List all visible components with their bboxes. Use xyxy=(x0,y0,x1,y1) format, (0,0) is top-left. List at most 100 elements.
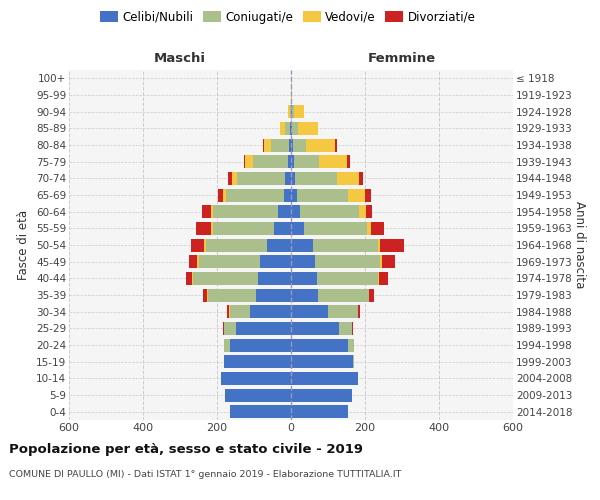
Bar xyxy=(291,105,292,118)
Bar xyxy=(317,288,368,302)
Bar xyxy=(382,255,395,268)
Bar xyxy=(253,155,288,168)
Bar xyxy=(250,305,291,318)
Bar xyxy=(211,222,214,235)
Bar xyxy=(207,288,208,302)
Bar xyxy=(204,238,206,252)
Bar xyxy=(221,372,291,385)
Bar xyxy=(291,222,304,235)
Bar xyxy=(291,372,358,385)
Bar xyxy=(238,172,286,185)
Bar xyxy=(197,255,199,268)
Bar xyxy=(291,405,349,418)
Bar xyxy=(287,105,290,118)
Bar xyxy=(300,205,359,218)
Bar xyxy=(193,272,258,285)
Bar xyxy=(258,272,291,285)
Bar xyxy=(196,222,211,235)
Bar xyxy=(267,238,291,252)
Bar xyxy=(214,222,274,235)
Bar xyxy=(378,272,379,285)
Bar xyxy=(223,322,224,335)
Bar xyxy=(244,155,245,168)
Bar xyxy=(218,188,223,202)
Bar xyxy=(370,288,374,302)
Bar xyxy=(369,288,370,302)
Bar xyxy=(292,105,293,118)
Bar xyxy=(293,105,304,118)
Text: Popolazione per età, sesso e stato civile - 2019: Popolazione per età, sesso e stato civil… xyxy=(9,442,363,456)
Bar xyxy=(202,205,211,218)
Bar xyxy=(284,188,291,202)
Bar xyxy=(291,305,328,318)
Bar xyxy=(380,255,382,268)
Bar xyxy=(289,138,291,151)
Bar xyxy=(367,222,371,235)
Bar xyxy=(280,122,285,135)
Bar xyxy=(290,122,291,135)
Bar xyxy=(291,122,292,135)
Bar xyxy=(349,338,354,351)
Legend: Celibi/Nubili, Coniugati/e, Vedovi/e, Divorziati/e: Celibi/Nubili, Coniugati/e, Vedovi/e, Di… xyxy=(95,6,481,28)
Bar xyxy=(291,388,352,402)
Y-axis label: Anni di nascita: Anni di nascita xyxy=(574,202,586,288)
Bar xyxy=(298,122,319,135)
Bar xyxy=(230,405,291,418)
Bar xyxy=(227,305,229,318)
Bar xyxy=(366,205,371,218)
Bar xyxy=(278,205,291,218)
Bar xyxy=(211,205,214,218)
Bar xyxy=(296,188,349,202)
Bar xyxy=(286,172,291,185)
Bar xyxy=(229,305,230,318)
Bar xyxy=(304,222,367,235)
Bar xyxy=(186,272,192,285)
Bar xyxy=(371,222,384,235)
Bar xyxy=(232,172,238,185)
Bar xyxy=(378,238,380,252)
Bar xyxy=(352,322,353,335)
Y-axis label: Fasce di età: Fasce di età xyxy=(17,210,31,280)
Bar xyxy=(189,255,197,268)
Bar xyxy=(263,138,264,151)
Bar xyxy=(293,155,319,168)
Bar xyxy=(293,138,306,151)
Bar xyxy=(291,338,349,351)
Bar xyxy=(224,338,230,351)
Bar xyxy=(291,355,353,368)
Bar xyxy=(224,322,235,335)
Bar xyxy=(347,155,350,168)
Bar xyxy=(291,322,339,335)
Bar xyxy=(291,138,293,151)
Bar xyxy=(271,138,289,151)
Bar xyxy=(225,388,291,402)
Bar xyxy=(264,138,271,151)
Bar xyxy=(291,288,317,302)
Bar xyxy=(359,205,366,218)
Bar xyxy=(235,322,291,335)
Bar xyxy=(208,288,256,302)
Bar xyxy=(230,305,250,318)
Bar xyxy=(295,172,337,185)
Bar xyxy=(349,188,365,202)
Bar xyxy=(380,238,404,252)
Bar xyxy=(192,272,193,285)
Bar xyxy=(223,188,226,202)
Text: Femmine: Femmine xyxy=(368,52,436,65)
Bar xyxy=(337,172,359,185)
Text: COMUNE DI PAULLO (MI) - Dati ISTAT 1° gennaio 2019 - Elaborazione TUTTITALIA.IT: COMUNE DI PAULLO (MI) - Dati ISTAT 1° ge… xyxy=(9,470,401,479)
Bar xyxy=(291,255,315,268)
Bar xyxy=(291,272,317,285)
Bar xyxy=(288,155,291,168)
Bar xyxy=(224,355,291,368)
Bar xyxy=(315,255,380,268)
Bar xyxy=(317,272,378,285)
Bar xyxy=(285,122,290,135)
Bar xyxy=(328,305,358,318)
Bar xyxy=(291,172,295,185)
Bar xyxy=(260,255,291,268)
Bar xyxy=(379,272,388,285)
Bar xyxy=(306,138,335,151)
Bar xyxy=(203,288,207,302)
Bar xyxy=(206,238,267,252)
